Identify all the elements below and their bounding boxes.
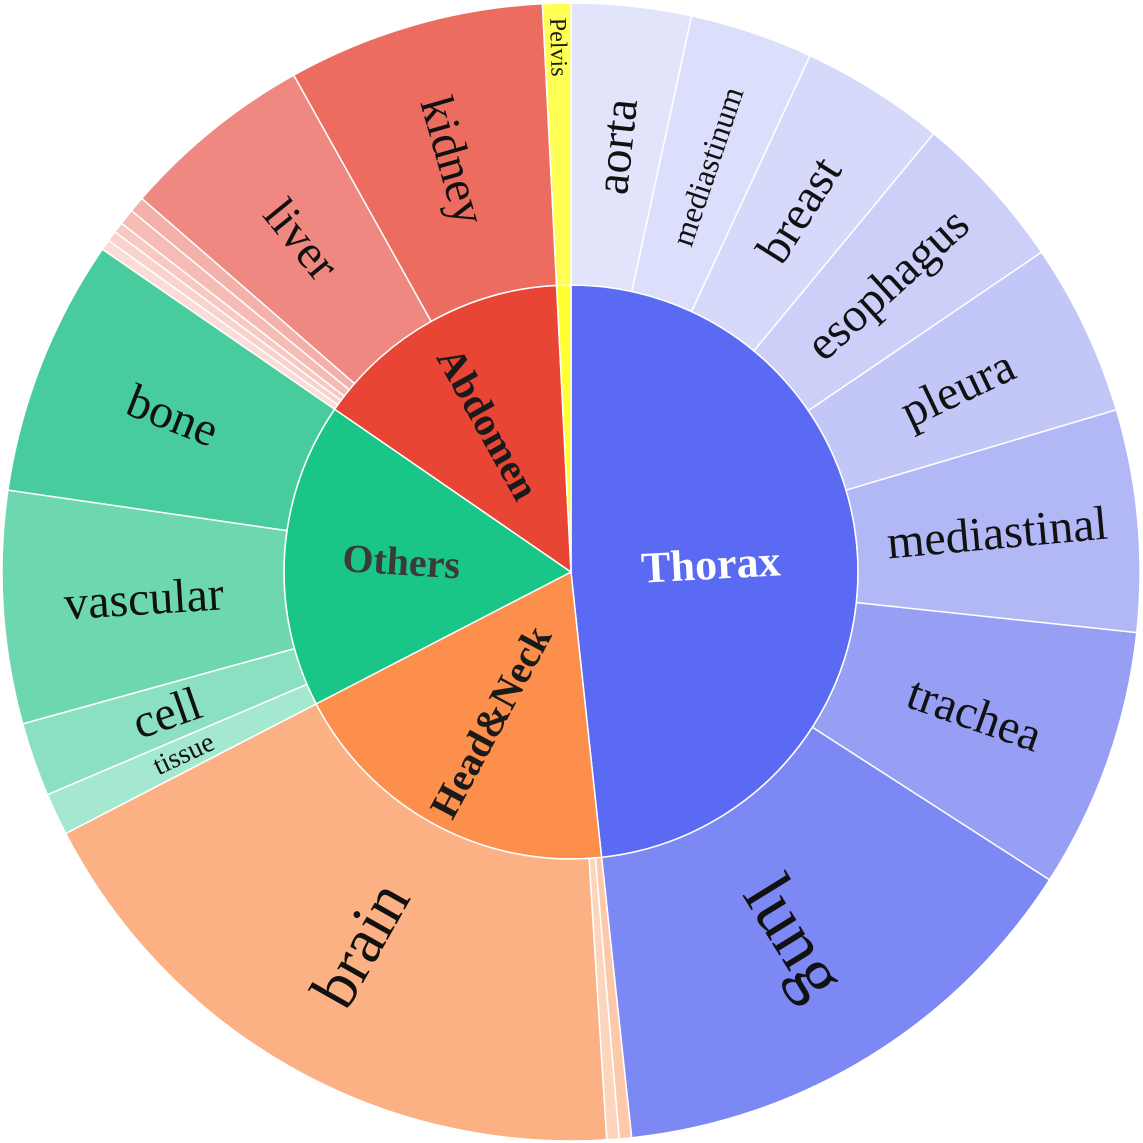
label-aorta: aorta: [585, 96, 648, 197]
segment-brain: [64, 702, 608, 1142]
label-pelvis: Pelvis: [544, 18, 571, 77]
label-thorax: Thorax: [640, 536, 782, 592]
inner-ring: [283, 284, 859, 860]
segment-pelvis-minor: [541, 2, 572, 287]
segment-lung: [600, 726, 1051, 1139]
label-others: Others: [341, 535, 461, 587]
label-vascular: vascular: [62, 567, 225, 630]
